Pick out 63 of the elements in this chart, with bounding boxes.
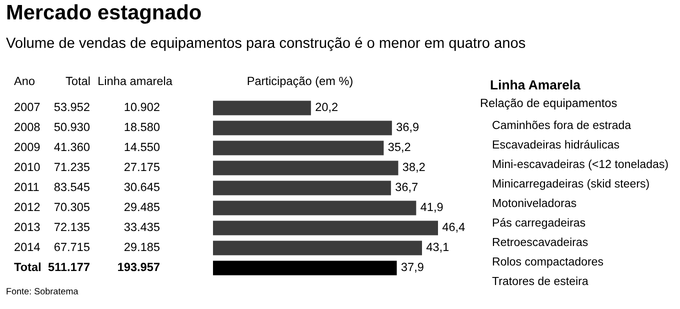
text: 14.550 xyxy=(124,142,160,152)
text: 10.902 xyxy=(124,102,160,112)
text: 30.645 xyxy=(124,182,160,192)
data-label: 43,1 xyxy=(426,242,449,253)
data-label: 41,9 xyxy=(420,202,443,213)
category-label: Total xyxy=(66,76,90,86)
text: 72.135 xyxy=(54,222,90,232)
text: 83.545 xyxy=(54,182,90,192)
y-tick-label: 2008 xyxy=(14,122,40,132)
x-axis-title: Participação (em %) xyxy=(248,76,352,88)
chart-subtitle: Volume de vendas de equipamentos para construção é o menor em quatro anos xyxy=(6,37,526,51)
text: 71.235 xyxy=(54,162,90,172)
text: Motoniveladoras xyxy=(492,198,576,208)
y-tick-label: 2012 xyxy=(14,202,40,212)
text: 511.177 xyxy=(48,262,90,272)
text: 67.715 xyxy=(54,242,90,252)
text: Escavadeiras hidráulicas xyxy=(492,140,620,149)
text: 29.185 xyxy=(124,242,160,252)
text: Relação de equipamentos xyxy=(480,98,617,110)
text: Mini-escavadeiras (<12 toneladas) xyxy=(492,160,668,170)
text: 33.435 xyxy=(124,222,160,232)
y-tick-label: 2010 xyxy=(14,162,40,172)
text: Minicarregadeiras (skid steers) xyxy=(492,179,649,190)
text: 50.930 xyxy=(54,122,90,132)
y-tick-label: 2007 xyxy=(14,102,40,112)
text: Retroescavadeiras xyxy=(492,238,588,246)
bar xyxy=(213,140,384,156)
text: 29.485 xyxy=(124,202,160,212)
text: 53.952 xyxy=(54,102,90,112)
text: Linha Amarela xyxy=(490,80,581,90)
chart-title: Mercado estagnado xyxy=(7,4,201,24)
text: Tratores de esteira xyxy=(492,276,588,286)
bar xyxy=(213,180,391,196)
text: Caminhões fora de estrada xyxy=(492,120,632,130)
bar xyxy=(213,100,311,116)
source-note: Fonte: Sobratema xyxy=(6,288,78,294)
data-label: 36,9 xyxy=(396,122,419,133)
y-tick-label: 2011 xyxy=(14,182,39,192)
data-label: 38,2 xyxy=(402,162,425,173)
data-label: 36,7 xyxy=(396,182,418,193)
data-label: 35,2 xyxy=(388,142,410,153)
text: Pás carregadeiras xyxy=(492,218,586,229)
text: 41.360 xyxy=(54,142,90,152)
bar xyxy=(213,240,422,256)
text: 18.580 xyxy=(124,122,160,132)
bar xyxy=(213,220,438,236)
data-label: 20,2 xyxy=(316,102,338,113)
text: 193.957 xyxy=(118,262,160,272)
bar xyxy=(213,260,397,276)
y-axis-title: Ano xyxy=(14,76,35,86)
text: 70.305 xyxy=(54,202,90,212)
data-label: 46,4 xyxy=(442,222,465,233)
text: Rolos compactadores xyxy=(492,257,604,268)
text: 27.175 xyxy=(124,162,160,172)
category-label: Linha amarela xyxy=(98,76,172,86)
y-tick-label: 2014 xyxy=(14,242,40,252)
data-label: 37,9 xyxy=(401,262,424,273)
bar xyxy=(213,200,416,216)
y-tick-label: 2009 xyxy=(14,142,40,152)
bar xyxy=(213,120,392,136)
bar xyxy=(213,160,398,176)
y-tick-label: Total xyxy=(14,262,40,272)
y-tick-label: 2013 xyxy=(14,222,40,232)
